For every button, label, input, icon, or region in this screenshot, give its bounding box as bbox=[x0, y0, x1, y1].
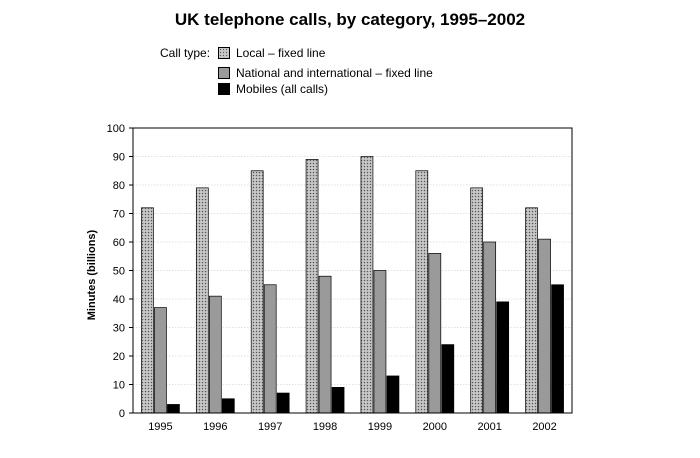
y-tick-label: 100 bbox=[107, 123, 125, 135]
legend-item-national: National and international – fixed line bbox=[218, 66, 433, 80]
legend-item-mobiles: Mobiles (all calls) bbox=[218, 82, 328, 96]
legend-label-local: Local – fixed line bbox=[236, 46, 326, 60]
y-tick-label: 0 bbox=[119, 408, 125, 420]
y-tick-label: 40 bbox=[113, 294, 125, 306]
x-tick-label: 1999 bbox=[368, 421, 392, 433]
bar-national-1998 bbox=[318, 275, 332, 414]
x-tick-label: 2002 bbox=[532, 421, 556, 433]
bar-mobiles-2000 bbox=[441, 344, 455, 414]
chart-title: UK telephone calls, by category, 1995–20… bbox=[174, 10, 526, 29]
bar-mobiles-1997 bbox=[276, 392, 290, 414]
bar-mobiles-1999 bbox=[386, 375, 400, 414]
bar-local-1998 bbox=[305, 159, 319, 414]
y-tick-label: 20 bbox=[113, 351, 125, 363]
bar-mobiles-2001 bbox=[496, 301, 510, 414]
bar-national-1999 bbox=[373, 270, 387, 414]
bar-local-1999 bbox=[360, 156, 374, 414]
legend-swatch-local bbox=[218, 47, 230, 59]
y-tick-label: 80 bbox=[113, 180, 125, 192]
legend-swatch-national bbox=[218, 67, 230, 79]
bar-mobiles-1996 bbox=[221, 398, 235, 414]
x-tick-label: 1995 bbox=[148, 421, 172, 433]
y-tick-label: 90 bbox=[113, 152, 125, 164]
x-tick-label: 1997 bbox=[258, 421, 282, 433]
legend-label-mobiles: Mobiles (all calls) bbox=[236, 82, 329, 96]
bar-national-1996 bbox=[208, 295, 222, 414]
legend-swatch-mobiles bbox=[218, 83, 230, 95]
y-tick-label: 70 bbox=[113, 209, 125, 221]
y-tick-label: 60 bbox=[113, 237, 125, 249]
y-tick-label: 10 bbox=[113, 380, 125, 392]
x-tick-label: 2000 bbox=[423, 421, 447, 433]
bars bbox=[141, 156, 564, 414]
x-tick-label: 1996 bbox=[203, 421, 227, 433]
bar-mobiles-2002 bbox=[551, 284, 564, 414]
bar-national-1995 bbox=[154, 307, 167, 414]
bar-local-1995 bbox=[141, 207, 154, 414]
legend-title: Call type: bbox=[160, 46, 211, 60]
y-tick-label: 30 bbox=[113, 323, 125, 335]
x-tick-label: 2001 bbox=[477, 421, 501, 433]
x-tick-label: 1998 bbox=[313, 421, 337, 433]
legend-item-local: Local – fixed line bbox=[218, 46, 325, 60]
bar-mobiles-1995 bbox=[167, 404, 180, 414]
bar-national-2000 bbox=[428, 253, 442, 414]
bar-mobiles-1998 bbox=[331, 387, 345, 414]
bar-national-1997 bbox=[263, 284, 277, 414]
bar-local-2000 bbox=[415, 170, 429, 414]
bar-national-2001 bbox=[483, 241, 497, 414]
bar-local-2002 bbox=[525, 207, 538, 414]
bar-local-1997 bbox=[250, 170, 264, 414]
legend-label-national: National and international – fixed line bbox=[236, 66, 433, 80]
bar-local-1996 bbox=[195, 187, 209, 414]
y-tick-label: 50 bbox=[113, 266, 125, 278]
axis-ticks: 0 10 20 30 40 50 60 70 80 90 100 1995 1996 1997 1998 19… bbox=[107, 123, 557, 433]
bar-local-2001 bbox=[470, 187, 484, 414]
bar-national-2002 bbox=[538, 238, 551, 414]
